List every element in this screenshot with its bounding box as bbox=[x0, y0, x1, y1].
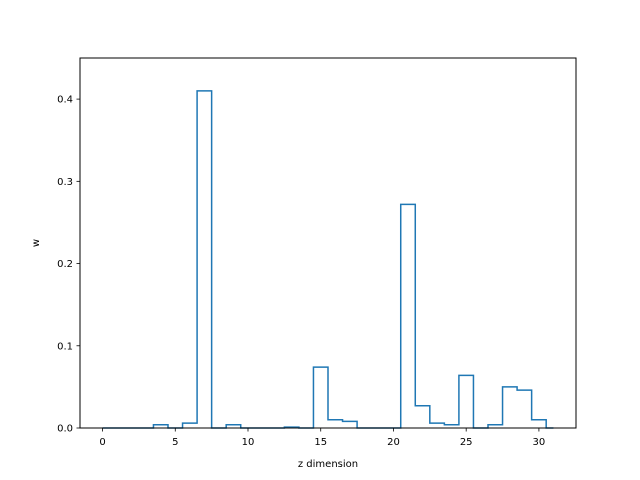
ticks-layer: 0 5 10 15 20 25 30 0.0 0.1 0.2 0.3 0.4 bbox=[57, 95, 545, 448]
x-tick-label: 30 bbox=[533, 437, 546, 448]
y-tick-label: 0.4 bbox=[57, 95, 73, 106]
x-tick-label: 10 bbox=[242, 437, 255, 448]
y-tick-label: 0.2 bbox=[57, 259, 73, 270]
series-line bbox=[102, 90, 554, 429]
y-axis-label: w bbox=[31, 239, 42, 247]
y-tick-label: 0.3 bbox=[57, 177, 73, 188]
x-tick-label: 5 bbox=[172, 437, 178, 448]
y-tick-label: 0.1 bbox=[57, 341, 73, 352]
x-tick-label: 15 bbox=[314, 437, 327, 448]
series-layer bbox=[102, 90, 554, 429]
plot-area bbox=[80, 58, 576, 428]
axes-frame bbox=[79, 57, 577, 429]
y-tick-label: 0.0 bbox=[57, 424, 73, 435]
x-tick-label: 25 bbox=[460, 437, 473, 448]
x-tick-label: 20 bbox=[387, 437, 400, 448]
x-tick-label: 0 bbox=[99, 437, 105, 448]
x-axis-label: z dimension bbox=[298, 459, 358, 470]
